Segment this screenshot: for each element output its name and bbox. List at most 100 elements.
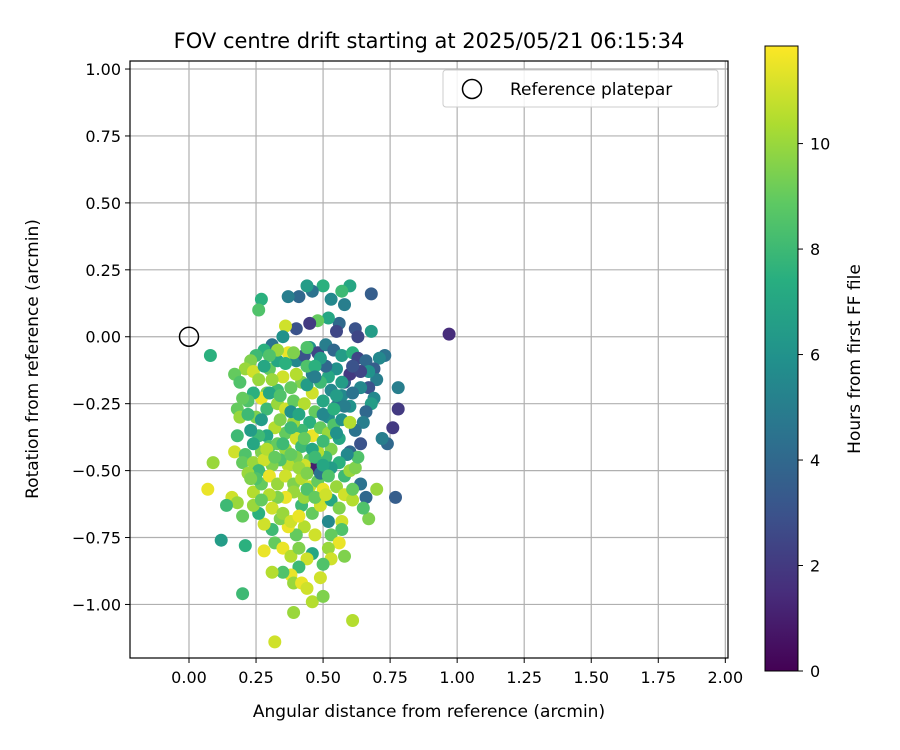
scatter-point (260, 442, 274, 456)
y-tick-label: 0.25 (85, 261, 121, 280)
scatter-point (260, 402, 274, 416)
scatter-point (308, 370, 322, 384)
scatter-point (254, 292, 268, 306)
scatter-point (324, 292, 338, 306)
scatter-point (346, 359, 360, 373)
scatter-point (308, 450, 322, 464)
scatter-point (228, 445, 242, 459)
scatter-point (303, 415, 317, 429)
scatter-point (214, 533, 228, 547)
scatter-point (262, 386, 276, 400)
scatter-point (284, 448, 298, 461)
scatter-point (289, 528, 303, 542)
scatter-point (276, 370, 290, 384)
scatter-point (284, 381, 298, 395)
scatter-point (254, 413, 268, 427)
scatter-point (238, 539, 252, 553)
scatter-point (316, 434, 330, 448)
scatter-point (257, 453, 271, 467)
scatter-point (236, 391, 250, 405)
legend-marker-icon (461, 78, 483, 100)
scatter-point (276, 565, 290, 579)
scatter-point (359, 354, 373, 368)
scatter-point (262, 469, 276, 483)
scatter-point (330, 426, 343, 440)
scatter-point (305, 506, 319, 520)
scatter-point (338, 549, 351, 563)
scatter-point (292, 290, 306, 304)
scatter-point (321, 541, 335, 555)
scatter-point (257, 359, 271, 373)
scatter-point (292, 509, 306, 523)
scatter-point (284, 549, 298, 563)
scatter-point (230, 496, 244, 510)
scatter-point (289, 322, 303, 336)
scatter-point (257, 517, 271, 531)
scatter-point (246, 437, 260, 451)
x-axis-label: Angular distance from reference (arcmin) (253, 702, 605, 722)
scatter-point (316, 458, 330, 472)
scatter-point (370, 373, 384, 387)
scatter-point (300, 279, 314, 293)
colorbar-tick-label: 8 (810, 240, 820, 259)
scatter-point (308, 359, 322, 373)
scatter-point (303, 316, 317, 330)
scatter-point (316, 557, 330, 571)
scatter-point (346, 482, 360, 496)
scatter-point (338, 399, 351, 413)
colorbar-tick-label: 6 (810, 346, 820, 365)
scatter-point (308, 490, 322, 504)
scatter-point (236, 587, 250, 601)
plot-frame (129, 60, 729, 659)
scatter-point (348, 461, 362, 475)
scatter-point (300, 482, 314, 496)
scatter-point (300, 341, 314, 354)
colorbar: 0 2 4 6 8 10 Hours from first FF file (764, 45, 865, 681)
scatter-point (442, 327, 456, 341)
scatter-point (244, 472, 258, 486)
scatter-point (354, 437, 368, 451)
scatter-point (300, 378, 314, 392)
scatter-point (351, 450, 365, 464)
grid-lines (130, 61, 728, 658)
x-tick-label: 0.00 (171, 668, 207, 687)
scatter-point (252, 373, 266, 387)
scatter-point (364, 324, 378, 338)
scatter-point (292, 541, 306, 555)
scatter-point (386, 421, 400, 435)
scatter-point (330, 480, 343, 494)
scatter-point (321, 515, 335, 528)
scatter-point (279, 319, 292, 333)
scatter-point (308, 528, 322, 542)
scatter-point (332, 501, 346, 515)
scatter-point (330, 362, 343, 376)
x-tick-label: 0.50 (305, 668, 341, 687)
scatter-point (338, 298, 351, 312)
scatter-point (327, 402, 341, 416)
scatter-point (332, 536, 346, 550)
x-tick-label: 2.00 (708, 668, 744, 687)
scatter-point (305, 595, 319, 609)
scatter-point (359, 405, 373, 419)
y-tick-label: −0.25 (72, 395, 121, 414)
y-tick-label: 0.75 (85, 127, 121, 146)
scatter-point (236, 509, 250, 523)
x-tick-label: 1.25 (506, 668, 542, 687)
scatter-point (330, 389, 343, 403)
scatter-point (273, 389, 287, 403)
scatter-point (335, 349, 349, 362)
colorbar-tick-label: 4 (810, 451, 820, 470)
scatter-point (359, 490, 373, 504)
scatter-point (201, 482, 215, 496)
legend-box (442, 69, 719, 108)
scatter-point (321, 469, 335, 483)
x-tick-label: 1.75 (640, 668, 676, 687)
scatter-point (279, 357, 292, 370)
scatter-point (252, 303, 266, 317)
colorbar-tick-label: 0 (810, 662, 820, 681)
scatter-points (201, 279, 456, 649)
reference-platepar-marker (178, 326, 200, 347)
scatter-point (287, 346, 301, 360)
scatter-point (297, 397, 311, 411)
